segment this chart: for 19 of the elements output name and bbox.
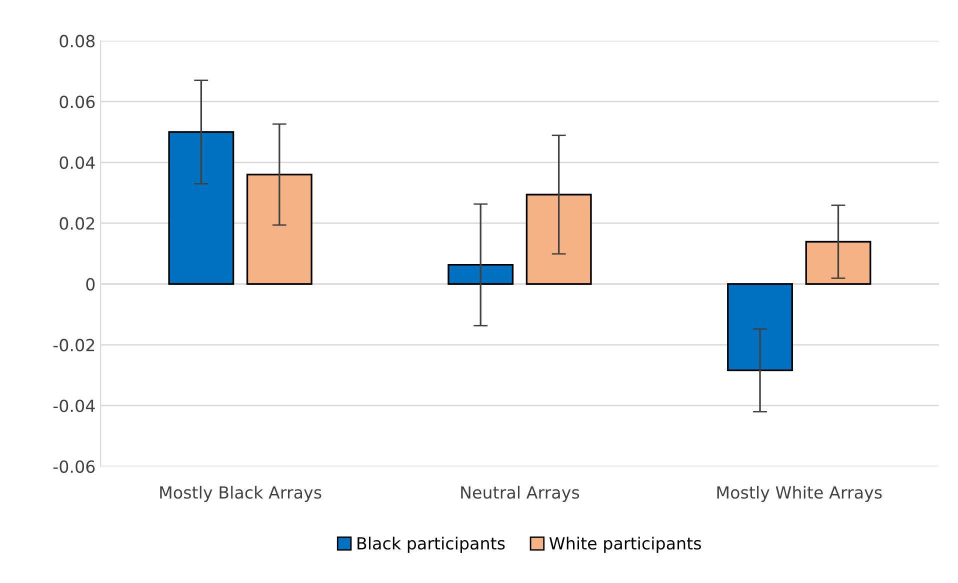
bar — [727, 283, 793, 372]
x-tick-label: Neutral Arrays — [461, 486, 580, 502]
bar — [526, 194, 592, 285]
y-tick-label: 0.06 — [60, 96, 95, 108]
bar — [246, 174, 312, 285]
legend-label: Black participants — [358, 536, 505, 553]
bar — [805, 240, 872, 285]
legend-label: White participants — [549, 536, 701, 553]
y-tick-label: -0.04 — [53, 400, 95, 412]
y-tick-label: 0.08 — [60, 34, 95, 48]
x-tick-label: Mostly Black Arrays — [160, 486, 322, 502]
bar — [448, 264, 514, 285]
x-tick-label: Mostly White Arrays — [717, 486, 882, 502]
y-tick-label: 0 — [86, 278, 95, 291]
y-tick-label: 0.02 — [60, 217, 94, 230]
y-tick-label: -0.02 — [53, 338, 94, 352]
bar — [168, 131, 234, 285]
y-tick-label: 0.04 — [60, 156, 95, 169]
y-tick-label: -0.06 — [53, 460, 95, 473]
